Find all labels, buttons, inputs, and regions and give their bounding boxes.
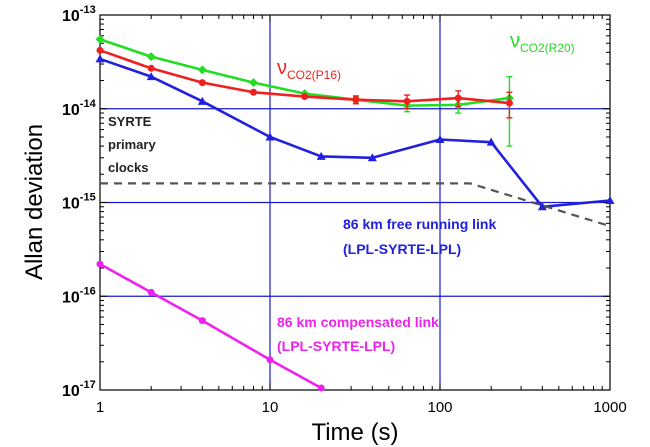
series-1 [96, 46, 513, 119]
series-1-point [198, 79, 206, 87]
series-3-point [266, 356, 274, 364]
x-tick-label: 100 [427, 399, 452, 416]
x-tick-label: 1000 [593, 399, 626, 416]
annotation-syrte-clocks: SYRTE primary clocks [108, 114, 156, 175]
annotation-syrte-line-1: SYRTE [108, 114, 152, 129]
series-0-point [249, 78, 259, 88]
annotation-nu-r20-main: ν [510, 30, 520, 52]
y-tick-label: 10-14 [62, 98, 97, 119]
series-1-point [301, 93, 309, 101]
series-2-point [197, 96, 207, 105]
series-3-point [317, 384, 325, 392]
y-tick-label-base: 10 [62, 8, 80, 25]
y-tick-label-exp: -14 [80, 98, 97, 110]
series-1-point [505, 99, 513, 107]
series-1-point [147, 64, 155, 72]
x-axis-label: Time (s) [311, 419, 398, 446]
y-tick-label-base: 10 [62, 196, 80, 213]
series-1-point [96, 46, 104, 54]
series-2-point [146, 72, 156, 81]
series-1-point [454, 94, 462, 102]
y-axis-label: Allan deviation [21, 124, 48, 280]
axis-ticks [99, 15, 610, 391]
y-tick-label-exp: -13 [80, 4, 96, 16]
series-1-point [352, 96, 360, 104]
series-0-point [146, 52, 156, 62]
annotation-syrte-line-3: clocks [108, 160, 148, 175]
y-tick-label: 10-16 [62, 285, 96, 306]
series-2-point [95, 54, 105, 63]
annotation-nu-p16-sub: CO2(P16) [287, 68, 341, 82]
series-4 [100, 182, 611, 228]
annotation-comp-link-line-2: (LPL-SYRTE-LPL) [277, 338, 395, 354]
series-3-point [96, 260, 104, 268]
series-2 [95, 54, 615, 211]
grid-lines [100, 15, 610, 390]
annotation-free-running-link: 86 km free running link (LPL-SYRTE-LPL) [343, 216, 496, 257]
series-3-point [198, 317, 206, 325]
x-tick-labels: 1 10 100 1000 [96, 399, 627, 416]
series-2-point [367, 153, 377, 162]
y-tick-label-base: 10 [62, 383, 80, 400]
x-tick-label: 1 [96, 399, 104, 416]
annotation-compensated-link: 86 km compensated link (LPL-SYRTE-LPL) [277, 314, 439, 354]
y-tick-label-exp: -16 [80, 285, 96, 297]
y-tick-label-exp: -15 [80, 192, 96, 204]
series-2-point [486, 137, 496, 146]
series-1-point [250, 88, 258, 96]
annotation-free-link-line-2: (LPL-SYRTE-LPL) [343, 241, 461, 257]
series-4-line [100, 182, 611, 228]
annotation-comp-link-line-1: 86 km compensated link [277, 314, 439, 330]
y-tick-label-exp: -17 [80, 379, 96, 391]
series-1-point [403, 97, 411, 105]
series-2-point [265, 132, 275, 141]
series-0-point [95, 34, 105, 44]
y-tick-label-base: 10 [62, 289, 80, 306]
series-3 [96, 260, 325, 392]
series-2-point [435, 134, 445, 143]
y-tick-label: 10-13 [62, 4, 96, 25]
annotation-nu-p16-main: ν [277, 57, 287, 79]
series-3-point [147, 288, 155, 296]
annotation-nu-r20-sub: CO2(R20) [520, 41, 575, 55]
data-series [95, 34, 615, 392]
annotation-nu-p16: νCO2(P16) [277, 57, 341, 82]
x-tick-label: 10 [262, 399, 279, 416]
series-2-point [605, 196, 615, 205]
y-tick-label: 10-15 [62, 192, 96, 213]
series-2-line [99, 57, 611, 209]
series-2-point [537, 202, 547, 211]
series-0 [95, 34, 514, 147]
annotation-free-link-line-1: 86 km free running link [343, 216, 496, 232]
annotation-syrte-line-2: primary [108, 137, 156, 152]
y-tick-label: 10-17 [62, 379, 96, 400]
series-2-point [316, 151, 326, 160]
annotation-nu-r20: νCO2(R20) [510, 30, 575, 55]
series-0-point [197, 65, 207, 75]
y-tick-label-base: 10 [62, 102, 80, 119]
